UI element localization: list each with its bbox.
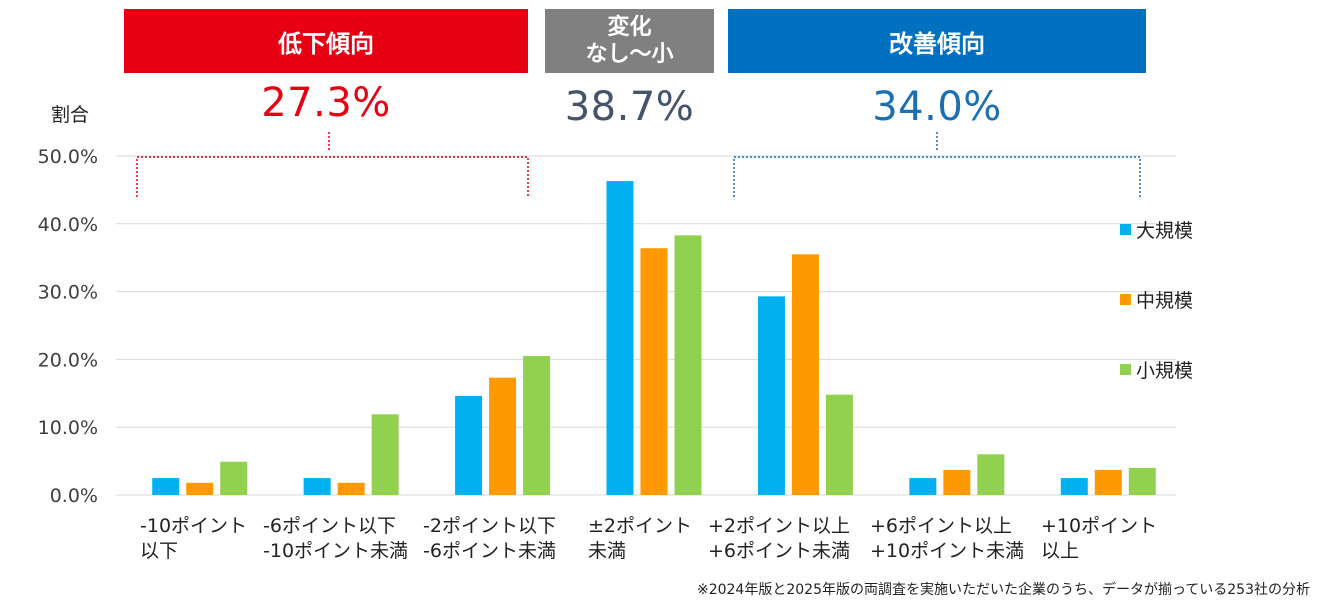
bar-1-3 — [640, 248, 668, 495]
bar-2-5 — [977, 454, 1005, 495]
bar-2-0 — [220, 461, 248, 495]
nochange-band-label: 変化 なし〜小 — [585, 15, 674, 67]
bar-2-3 — [674, 235, 702, 496]
bar-1-4 — [791, 254, 819, 495]
decline-percent: 27.3% — [261, 80, 391, 126]
decline-band: 低下傾向 — [124, 9, 528, 73]
bar-0-2 — [455, 396, 483, 495]
x-tick-label: -2ポイント以下-6ポイント未満 — [423, 515, 556, 562]
bar-0-0 — [152, 478, 180, 495]
bars — [152, 181, 1156, 496]
x-tick-label: -10ポイント以下 — [140, 515, 247, 562]
improve-band: 改善傾向 — [728, 9, 1146, 73]
y-tick-labels: 0.0% 10.0% 20.0% 30.0% 40.0% 50.0% — [38, 146, 98, 507]
bar-1-0 — [186, 482, 214, 495]
y-tick-label: 50.0% — [38, 146, 98, 168]
x-tick-label: +2ポイント以上+6ポイント未満 — [708, 515, 850, 562]
x-tick-label: -6ポイント以下-10ポイント未満 — [263, 515, 408, 562]
legend-label: 中規模 — [1136, 290, 1193, 312]
y-tick-label: 40.0% — [38, 214, 98, 236]
legend-swatch — [1120, 224, 1131, 235]
improve-band-label: 改善傾向 — [889, 29, 985, 58]
improve-bracket — [733, 156, 1141, 197]
nochange-percent: 38.7% — [564, 84, 695, 130]
bar-0-4 — [757, 296, 785, 495]
bar-0-6 — [1060, 478, 1088, 495]
legend-swatch — [1120, 364, 1131, 375]
legend-swatch — [1120, 294, 1131, 305]
x-tick-label: ±2ポイント未満 — [588, 515, 692, 562]
bar-0-1 — [303, 478, 331, 495]
footnote: ※2024年版と2025年版の両調査を実施いただいた企業のうち、データが揃ってい… — [696, 582, 1310, 598]
improve-percent: 34.0% — [872, 84, 1002, 130]
y-tick-label: 30.0% — [38, 282, 98, 304]
bar-2-1 — [371, 414, 399, 495]
bar-2-2 — [523, 356, 551, 495]
bar-2-6 — [1128, 467, 1156, 495]
x-tick-label: +10ポイント以上 — [1041, 515, 1157, 562]
range-brackets — [136, 132, 1141, 197]
nochange-band: 変化 なし〜小 — [545, 9, 714, 73]
bar-0-5 — [909, 478, 937, 495]
x-tick-labels: -10ポイント以下 -6ポイント以下-10ポイント未満 -2ポイント以下-6ポイント… — [140, 515, 1157, 562]
bar-2-4 — [825, 394, 853, 495]
legend-label: 小規模 — [1136, 360, 1193, 382]
bar-1-2 — [489, 377, 517, 495]
decline-band-label: 低下傾向 — [278, 29, 374, 58]
bar-1-5 — [943, 469, 971, 495]
bar-1-1 — [337, 482, 365, 495]
y-tick-label: 20.0% — [38, 349, 98, 371]
decline-bracket — [136, 156, 529, 197]
bar-0-3 — [606, 181, 634, 495]
y-tick-label: 10.0% — [38, 417, 98, 439]
x-tick-label: +6ポイント以上+10ポイント未満 — [870, 515, 1024, 562]
y-tick-label: 0.0% — [50, 485, 98, 507]
bar-1-6 — [1094, 469, 1122, 495]
y-axis-title: 割合 — [51, 104, 90, 126]
legend-label: 大規模 — [1136, 220, 1193, 242]
